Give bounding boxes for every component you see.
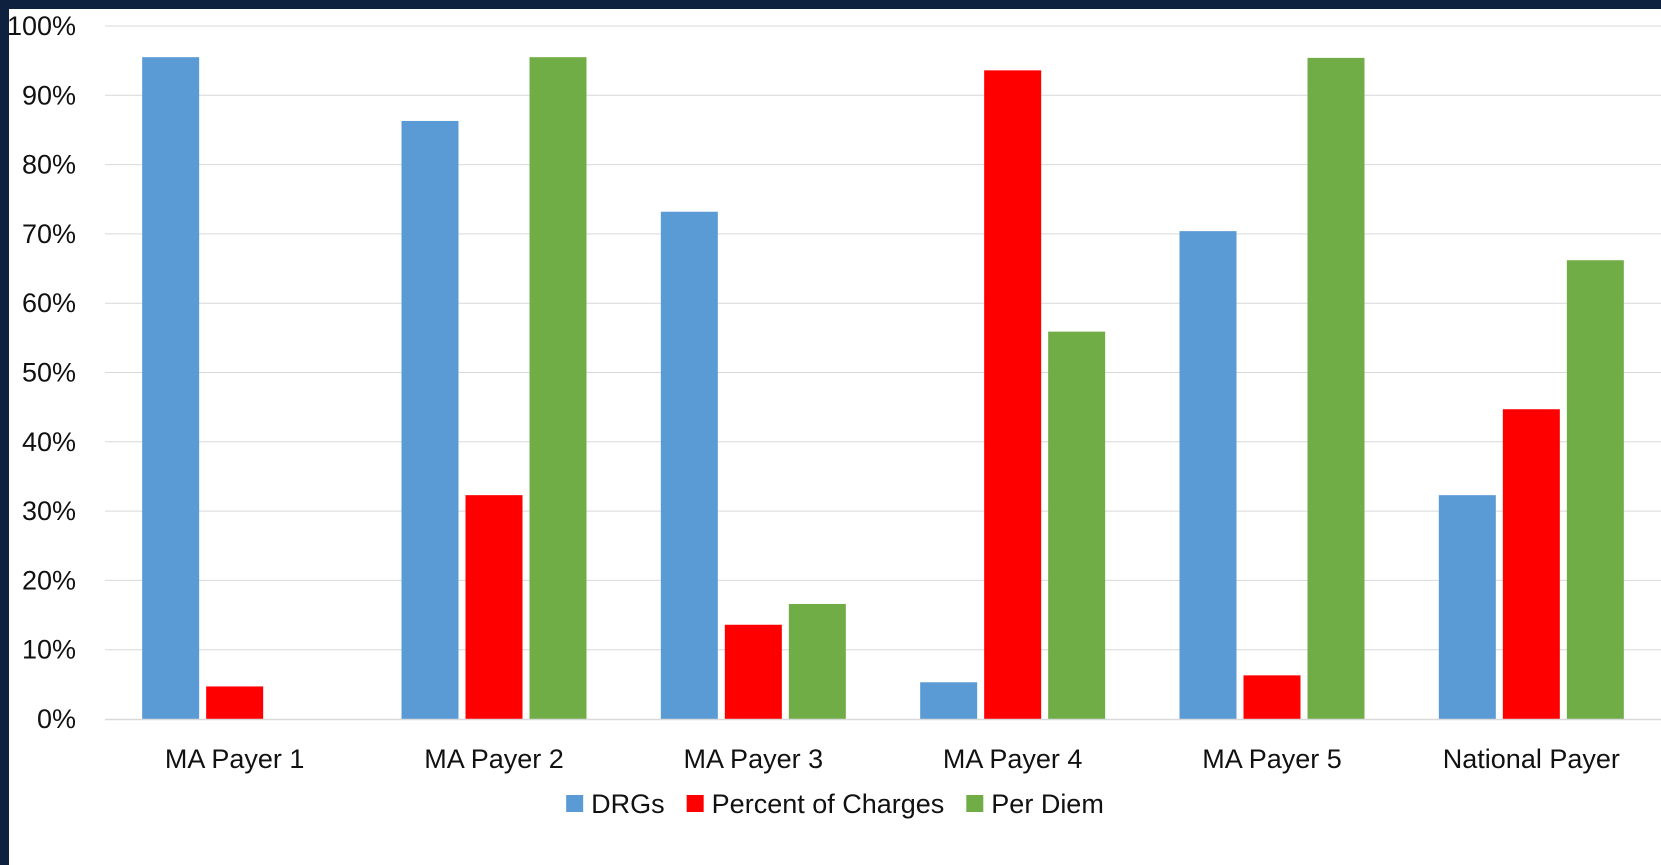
bar-percent-of-charges [1502, 409, 1560, 719]
y-tick-label: 80% [22, 150, 76, 180]
bar-percent-of-charges [1243, 675, 1301, 719]
legend-label: Percent of Charges [712, 789, 945, 819]
bar-drgs [660, 211, 718, 719]
legend-label: Per Diem [991, 789, 1104, 819]
bar-percent-of-charges [984, 70, 1042, 720]
bar-percent-of-charges [465, 495, 523, 719]
bar-drgs [920, 682, 978, 719]
y-axis-tick-labels: 0% 10% 20% 30% 40% 50% 60% 70% 80% 90% 100% [9, 11, 76, 734]
bars [142, 57, 1624, 720]
bar-per-diem [1048, 331, 1106, 719]
y-tick-label: 90% [22, 80, 76, 110]
y-tick-label: 60% [22, 288, 76, 318]
y-tick-label: 100% [9, 11, 76, 41]
y-tick-label: 70% [22, 219, 76, 249]
x-tick-label: MA Payer 2 [424, 744, 564, 774]
legend-swatch [686, 795, 704, 812]
legend: DRGs Percent of Charges Per Diem [566, 789, 1104, 819]
bar-percent-of-charges [206, 686, 264, 719]
bar-chart: 0% 10% 20% 30% 40% 50% 60% 70% 80% 90% 100% MA Pay… [9, 11, 1661, 819]
bar-drgs [1179, 231, 1237, 720]
bar-per-diem [1566, 260, 1624, 719]
y-tick-label: 20% [22, 565, 76, 595]
bar-percent-of-charges [724, 624, 782, 719]
x-tick-label: National Payer [1443, 744, 1620, 774]
bar-per-diem [1307, 57, 1365, 720]
bar-per-diem [529, 57, 587, 720]
legend-label: DRGs [591, 789, 665, 819]
bar-drgs [142, 57, 200, 720]
chart-panel: 0% 10% 20% 30% 40% 50% 60% 70% 80% 90% 100% MA Pay… [9, 9, 1661, 865]
bar-drgs [401, 120, 459, 720]
y-tick-label: 0% [37, 704, 76, 734]
y-tick-label: 10% [22, 635, 76, 665]
bar-drgs [1438, 495, 1496, 719]
y-tick-label: 40% [22, 427, 76, 457]
x-axis-tick-labels: MA Payer 1 MA Payer 2 MA Payer 3 MA Payer 4… [165, 744, 1620, 774]
legend-swatch [966, 795, 984, 812]
y-tick-label: 50% [22, 358, 76, 388]
legend-swatch [566, 795, 584, 812]
x-tick-label: MA Payer 3 [684, 744, 824, 774]
x-tick-label: MA Payer 1 [165, 744, 305, 774]
bar-per-diem [788, 603, 846, 719]
y-tick-label: 30% [22, 496, 76, 526]
gridlines [105, 25, 1661, 651]
x-tick-label: MA Payer 5 [1202, 744, 1342, 774]
x-tick-label: MA Payer 4 [943, 744, 1083, 774]
